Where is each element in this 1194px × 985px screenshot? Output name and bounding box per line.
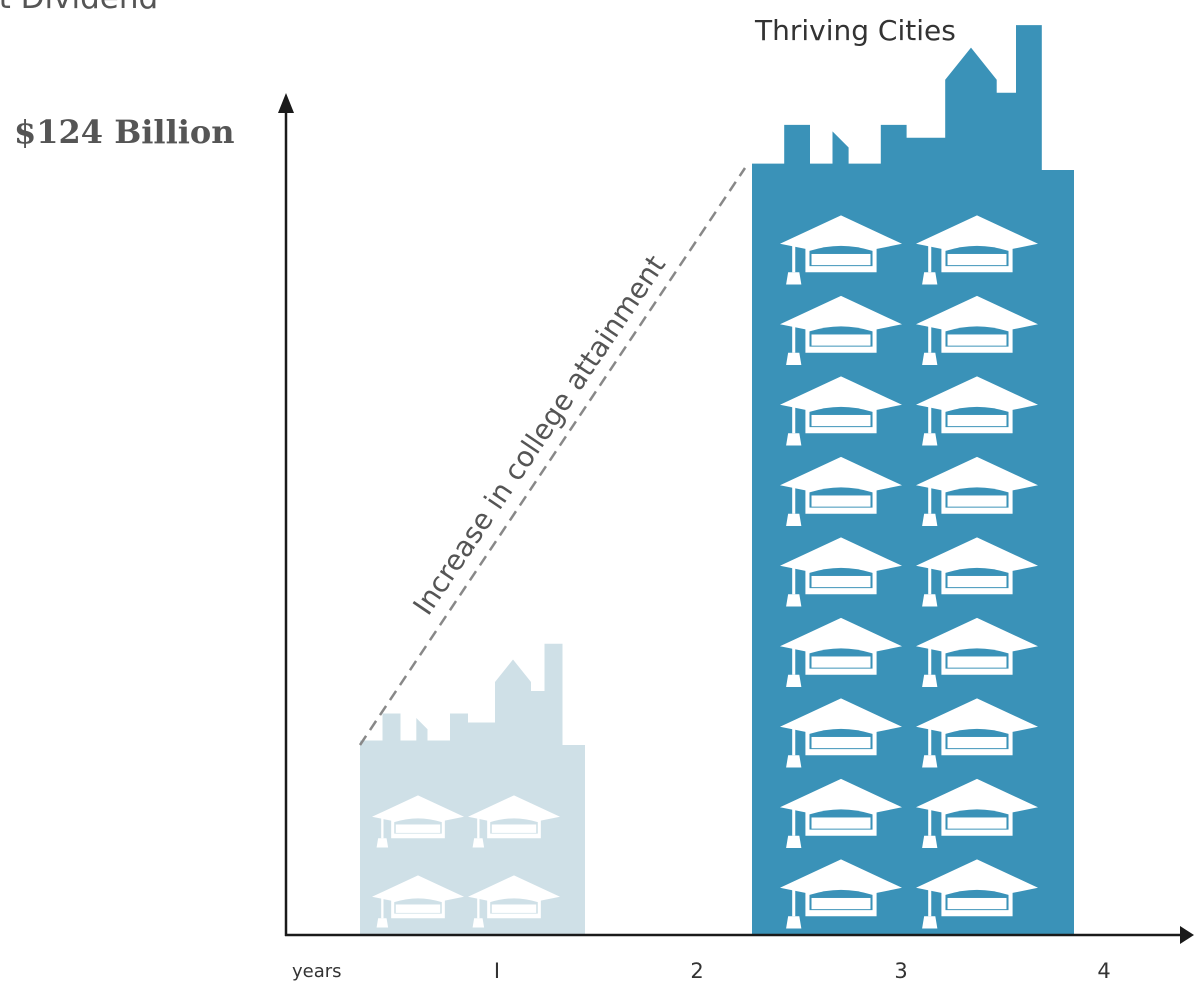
trend-annotation: Increase in college attainment: [406, 249, 672, 621]
y-axis-arrow: [278, 93, 294, 113]
tick-label-2: 2: [690, 959, 703, 983]
trend-line: [358, 167, 747, 746]
x-axis-label: years: [292, 961, 342, 982]
tick-label-3: 3: [894, 959, 907, 983]
page-title: it Dividend: [0, 0, 158, 16]
city-label: Thriving Cities: [754, 14, 956, 47]
small-city-bar: [360, 643, 585, 935]
value-label: $124 Billion: [14, 113, 234, 151]
tick-label-1: I: [494, 959, 500, 983]
large-city-bar: [752, 25, 1074, 936]
y-axis: [278, 93, 294, 936]
x-axis: [285, 926, 1194, 944]
tick-label-4: 4: [1097, 959, 1110, 983]
small-city-shape: [360, 643, 585, 935]
x-axis-arrow: [1180, 926, 1194, 944]
